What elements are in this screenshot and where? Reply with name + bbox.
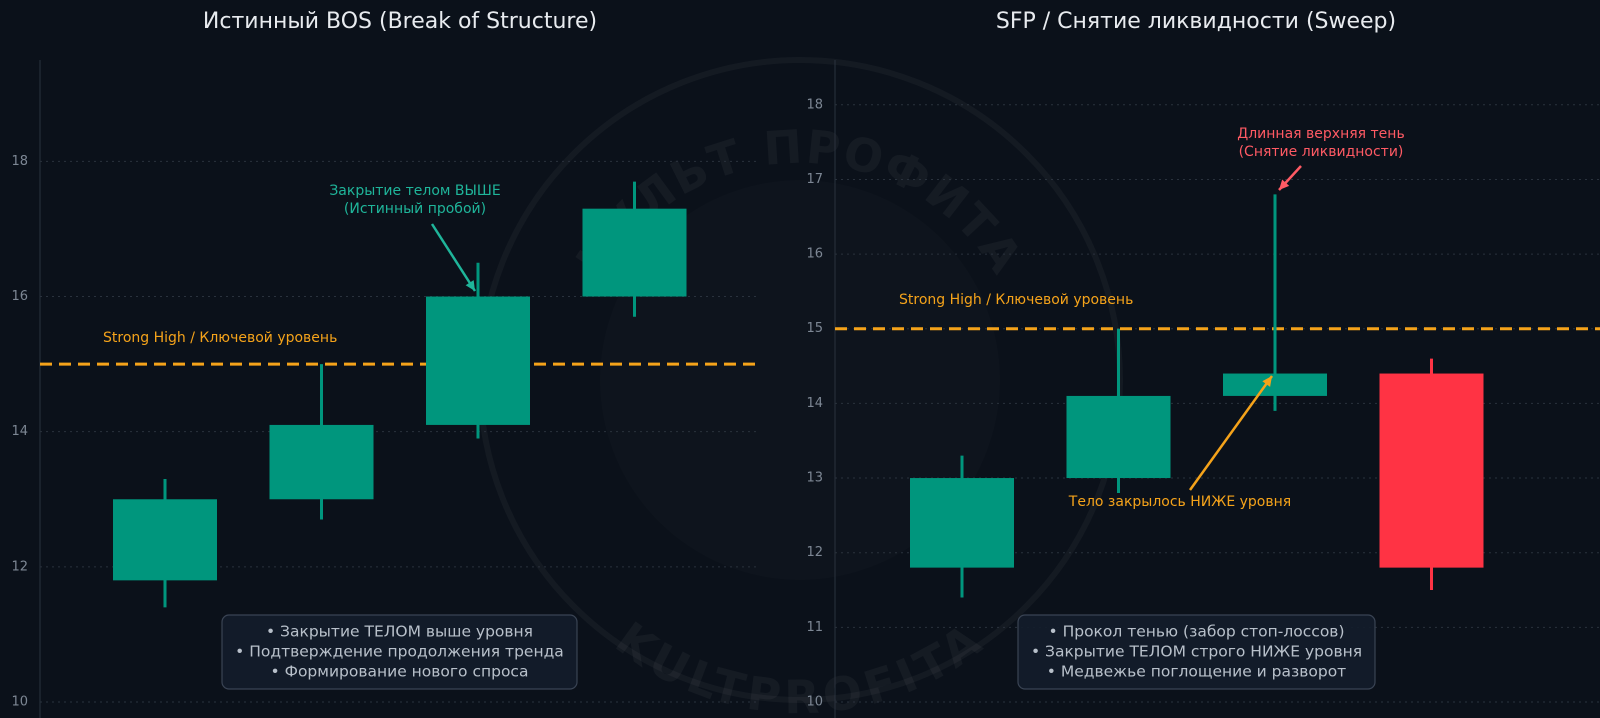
note-text: • Закрытие ТЕЛОМ строго НИЖЕ уровня: [1031, 643, 1362, 661]
chart-title: Истинный BOS (Break of Structure): [203, 9, 597, 34]
notes-box: [221, 614, 578, 690]
y-tick-label: 12: [806, 545, 823, 560]
candle-body: [113, 499, 217, 581]
annotation-text: (Снятие ликвидности): [1239, 144, 1404, 160]
arrow-head: [1262, 376, 1272, 387]
y-tick-label: 15: [806, 321, 823, 336]
note-text: • Подтверждение продолжения тренда: [235, 643, 564, 661]
candle-body: [269, 424, 374, 500]
y-tick-label: 17: [806, 172, 823, 187]
y-tick-label: 16: [11, 289, 28, 304]
notes-box: [1017, 614, 1376, 690]
panel: Истинный BOS (Break of Structure) 10 12 14 1…: [11, 9, 760, 718]
annotation-text: Тело закрылось НИЖЕ уровня: [1068, 494, 1291, 510]
arrow-head: [465, 280, 475, 291]
y-tick-label: 18: [806, 97, 823, 112]
annotation-text: Закрытие телом ВЫШЕ: [329, 183, 500, 199]
y-tick-label: 14: [806, 396, 823, 411]
annotation-arrow: [430, 223, 477, 292]
panel: SFP / Снятие ликвидности (Sweep) 10 11 12 13…: [806, 9, 1600, 718]
candle-body: [1066, 395, 1171, 479]
note-text: • Прокол тенью (забор стоп-лоссов): [1049, 623, 1345, 641]
y-tick-label: 12: [11, 559, 28, 574]
note-text: • Формирование нового спроса: [271, 663, 529, 681]
chart-title: SFP / Снятие ликвидности (Sweep): [996, 9, 1396, 34]
y-tick-label: 13: [806, 471, 823, 486]
arrow-head: [1279, 179, 1290, 190]
y-tick-label: 10: [11, 695, 28, 710]
y-tick-label: 18: [11, 154, 28, 169]
candle-body: [582, 208, 687, 297]
y-tick-label: 11: [806, 620, 823, 635]
annotation-text: (Истинный пробой): [344, 201, 486, 217]
candle-body: [426, 296, 530, 425]
annotation-arrow: [1188, 375, 1274, 491]
y-tick-label: 10: [806, 695, 823, 710]
y-tick-label: 14: [11, 424, 28, 439]
candle-body: [1379, 373, 1484, 568]
level-label: Strong High / Ключевой уровень: [103, 330, 337, 346]
note-text: • Медвежье поглощение и разворот: [1047, 663, 1346, 681]
annotation-text: Длинная верхняя тень: [1237, 126, 1404, 142]
y-tick-label: 16: [806, 247, 823, 262]
candle-body: [910, 478, 1014, 568]
note-text: • Закрытие ТЕЛОМ выше уровня: [266, 623, 533, 641]
candle-body: [1223, 373, 1327, 396]
level-label: Strong High / Ключевой уровень: [899, 292, 1133, 308]
